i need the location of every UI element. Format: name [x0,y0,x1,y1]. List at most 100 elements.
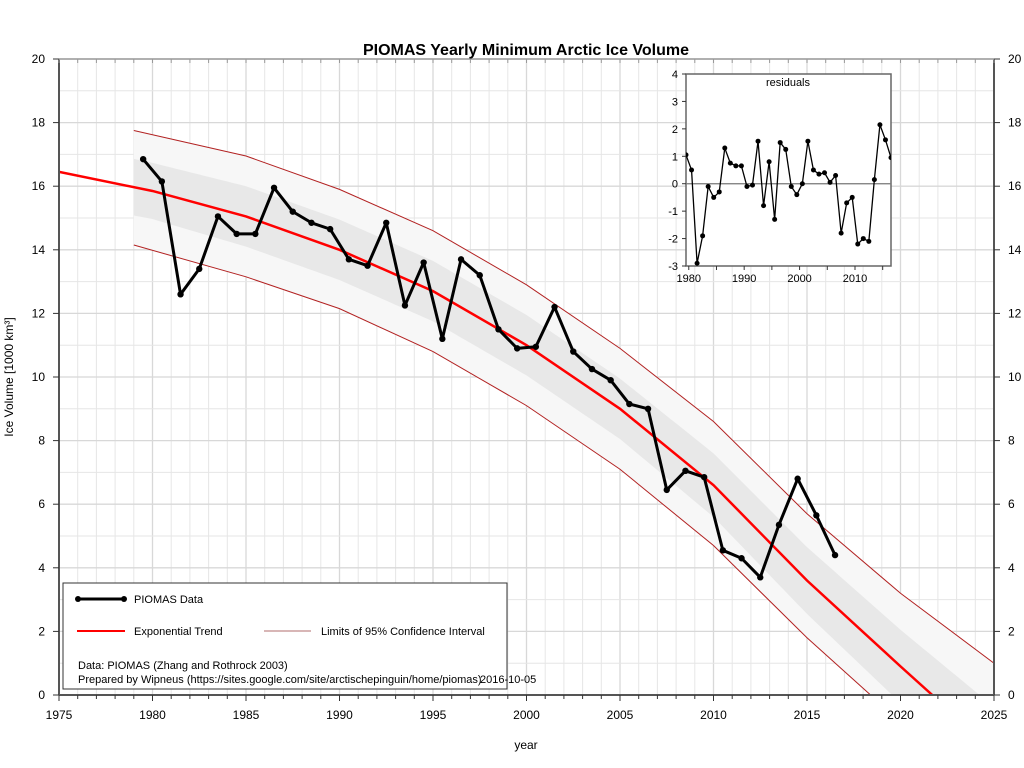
residual-point [805,138,811,144]
data-point [308,219,315,226]
data-point [644,405,652,412]
residual-point [794,192,800,198]
data-point [383,219,390,226]
inset-y-tick-label: 1 [672,151,678,163]
residual-point [882,137,888,143]
data-point [139,155,147,163]
data-point [495,326,502,333]
data-point [439,335,446,343]
inset-y-tick-label: 4 [672,69,678,81]
residual-point [727,160,733,166]
residual-point [833,172,839,178]
y-tick-label-left: 12 [32,306,46,320]
y-tick-label-right: 4 [1008,561,1015,575]
residual-point [822,170,828,176]
data-point [345,256,353,263]
x-tick-label: 2020 [887,708,914,722]
data-point [476,272,483,279]
residual-point [744,183,750,189]
data-point [700,473,708,481]
inset-x-tick-label: 2010 [843,273,867,285]
inset-y-tick-label: 0 [672,179,678,191]
data-point [626,400,633,408]
lower-confidence-limit [133,244,871,695]
inset-y-tick-label: 3 [672,96,678,108]
residual-point [777,140,783,146]
axes: 1975 1980 1985 1990 1995 2000 2005 2010 2015 2020… [32,52,1022,722]
inset-y-tick-label: 2 [672,124,678,136]
x-tick-label: 1975 [46,708,73,722]
data-point [551,303,558,311]
residual-point [766,159,772,165]
residual-point [716,189,722,195]
residual-point [749,182,755,188]
residual-point [761,203,767,209]
residual-point [772,216,778,222]
legend-source: Data: PIOMAS (Zhang and Rothrock 2003) [78,660,288,672]
residual-point [722,145,728,151]
y-tick-label-right: 2 [1008,624,1015,638]
y-tick-label-right: 18 [1008,116,1022,130]
chart-title: PIOMAS Yearly Minimum Arctic Ice Volume [363,42,689,59]
legend-entry-trend: Exponential Trend [134,626,223,638]
residual-point [788,183,794,189]
residual-point [686,152,689,158]
inset-y-tick-label: -3 [668,261,678,273]
x-tick-label: 1990 [326,708,353,722]
y-tick-label-left: 8 [38,434,45,448]
residual-point [844,200,850,206]
y-tick-label-right: 8 [1008,434,1015,448]
data-point [196,265,203,273]
residual-point [700,233,706,239]
data-point [607,376,614,384]
y-tick-label-left: 18 [32,116,46,130]
x-tick-label: 1995 [420,708,447,722]
data-point [177,291,184,298]
residual-point [871,177,877,183]
y-tick-label-right: 0 [1008,688,1015,702]
x-axis-label: year [514,738,537,752]
data-point [719,547,727,554]
piomas-data-line [142,158,837,579]
data-point [233,230,240,238]
y-tick-label-left: 14 [32,243,46,257]
residual-point [855,241,861,247]
data-point [289,208,296,215]
residual-point [827,179,833,185]
x-tick-label: 2015 [794,708,821,722]
confidence-bands [133,130,994,695]
residuals-series [686,122,891,266]
inset-y-tick-label: -2 [668,234,678,246]
y-axis-label: Ice Volume [1000 km³] [2,317,16,436]
data-point [682,467,689,475]
x-tick-label: 2005 [607,708,634,722]
upper-confidence-limit [133,130,994,664]
data-point [252,230,259,238]
inset-axes: -3 -2 -1 0 1 2 3 4 1980 1990 2000 2010 [668,69,891,285]
data-point [420,259,427,266]
data-point [457,256,465,263]
confidence-limits [133,130,994,695]
y-tick-label-right: 20 [1008,52,1022,66]
inset-x-tick-label: 1990 [732,273,756,285]
legend-date: 2016-10-05 [480,674,536,686]
data-point [214,213,222,220]
residuals-line [686,124,891,264]
inset-x-tick-label: 2000 [787,273,811,285]
data-point [513,345,521,352]
y-tick-label-right: 16 [1008,179,1022,193]
residual-point [705,183,711,189]
residual-point [783,146,789,152]
data-point [813,512,820,519]
piomas-series [139,155,839,581]
data-point [364,262,371,269]
y-tick-label-left: 16 [32,179,46,193]
data-point [401,302,409,309]
x-tick-label: 1980 [139,708,166,722]
data-point [588,365,596,373]
residual-point [689,167,695,173]
residual-point [755,138,761,144]
y-tick-label-left: 6 [38,497,45,511]
residual-point [810,167,816,173]
residual-point [733,163,739,169]
